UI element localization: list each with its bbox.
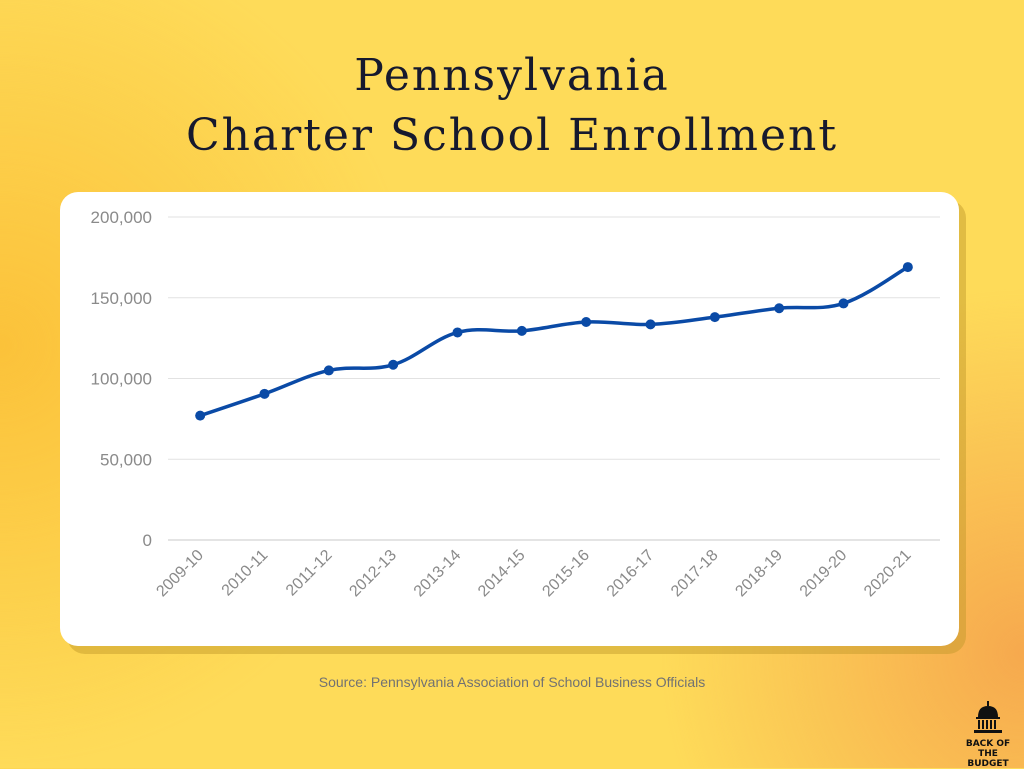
data-point <box>195 410 206 421</box>
x-tick-label: 2012-13 <box>346 547 400 601</box>
y-tick-label: 50,000 <box>100 450 152 469</box>
title-line-2: Charter School Enrollment <box>185 110 839 161</box>
data-point <box>902 262 913 273</box>
y-axis-ticks: 200,000 150,000 100,000 50,000 0 <box>91 208 152 550</box>
x-axis-ticks: 2009-10 2010-11 2011-12 2012-13 2013-14 2014-… <box>153 547 914 601</box>
y-tick-label: 150,000 <box>91 289 152 308</box>
x-tick-label: 2014-15 <box>475 547 529 601</box>
capitol-dome-icon <box>974 701 1002 733</box>
series-line <box>198 265 910 418</box>
data-point <box>774 303 785 314</box>
line-chart: 200,000 150,000 100,000 50,000 0 2009-10 2010… <box>91 208 940 601</box>
page-title: Pennsylvania Charter School Enrollment <box>0 46 1024 166</box>
back-of-the-budget-logo: BACK OF THE BUDGET <box>958 700 1018 769</box>
x-tick-label: 2013-14 <box>411 547 465 601</box>
data-point <box>452 327 463 338</box>
data-point <box>323 365 334 376</box>
x-tick-label: 2009-10 <box>153 547 207 601</box>
x-tick-label: 2019-20 <box>797 547 851 601</box>
data-points <box>195 262 913 421</box>
logo-line-2: BUDGET <box>967 759 1009 769</box>
data-point <box>581 316 592 327</box>
title-line-1: Pennsylvania <box>354 50 670 101</box>
x-tick-label: 2017-18 <box>668 547 722 601</box>
logo-line-1: BACK OF THE <box>965 739 1011 759</box>
source-note: Source: Pennsylvania Association of Scho… <box>318 674 706 690</box>
grid-lines <box>168 216 940 541</box>
data-point <box>838 298 849 309</box>
data-point <box>388 359 399 370</box>
x-tick-label: 2018-19 <box>732 547 786 601</box>
y-tick-label: 100,000 <box>91 370 152 389</box>
x-tick-label: 2015-16 <box>539 547 593 601</box>
y-tick-label: 0 <box>143 531 152 550</box>
x-tick-label: 2016-17 <box>604 547 658 601</box>
data-point <box>709 312 720 323</box>
y-tick-label: 200,000 <box>91 208 152 227</box>
data-point <box>645 319 656 330</box>
x-tick-label: 2020-21 <box>861 547 915 601</box>
x-tick-label: 2010-11 <box>219 547 272 600</box>
data-point <box>516 325 527 336</box>
x-tick-label: 2011-12 <box>283 547 336 600</box>
data-point <box>259 388 270 399</box>
chart-card: 200,000 150,000 100,000 50,000 0 2009-10 2010… <box>60 192 959 646</box>
